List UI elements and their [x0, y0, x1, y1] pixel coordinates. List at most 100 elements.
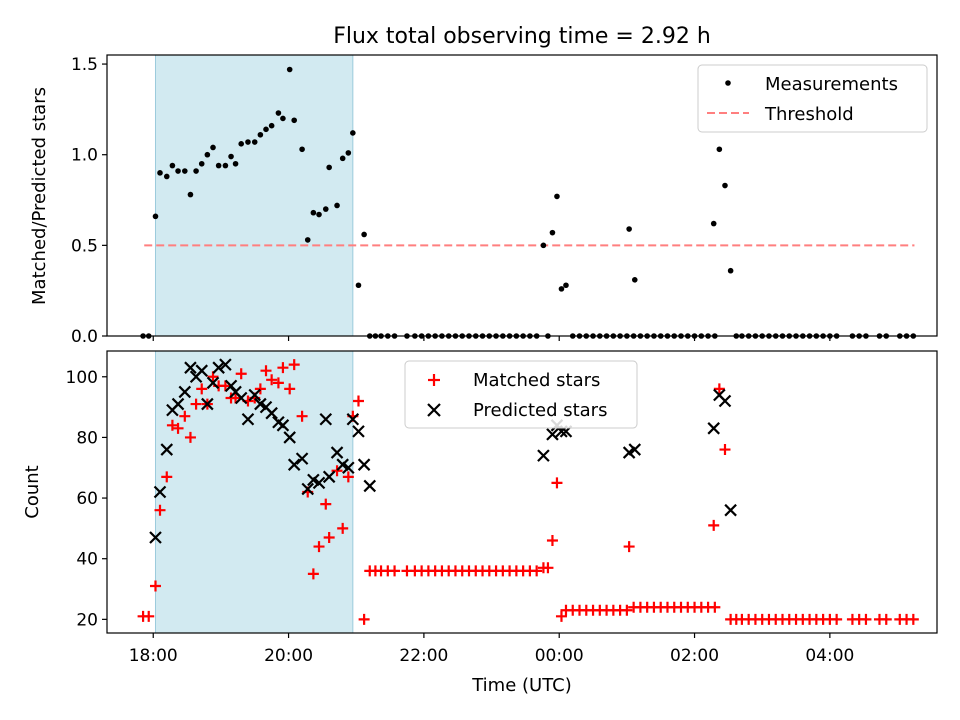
measurement-point [275, 110, 282, 116]
measurement-point [182, 168, 188, 174]
matched-star-point [831, 613, 843, 625]
matched-star-point [531, 565, 543, 577]
matched-star-point [266, 374, 278, 386]
top-legend-box [697, 64, 928, 133]
measurement-point [263, 126, 269, 133]
predicted-star-point [265, 406, 278, 420]
measurement-point [727, 267, 734, 274]
measurement-point [187, 191, 194, 198]
legend-matched-label: Matched stars [473, 370, 600, 391]
measurement-point [722, 182, 728, 189]
measurement-point [238, 141, 244, 147]
matched-star-point [313, 541, 325, 553]
measurement-point [350, 130, 356, 136]
measurement-point [563, 282, 569, 289]
bottom-y-tick-label: 60 [76, 489, 98, 509]
bottom-y-tick-label: 20 [76, 610, 98, 630]
matched-star-point [623, 541, 635, 553]
predicted-star-point [248, 388, 262, 402]
predicted-star-point [276, 419, 290, 432]
measurement-point [355, 282, 362, 289]
measurement-point [169, 162, 176, 169]
matched-star-point [284, 383, 296, 395]
predicted-star-point [724, 503, 737, 517]
bottom-y-axis-label: Count [22, 465, 43, 518]
measurement-point [175, 168, 181, 174]
predicted-star-point [301, 482, 315, 496]
matched-star-point [190, 398, 202, 410]
predicted-star-point [346, 412, 360, 426]
bottom-y-tick-label: 100 [66, 368, 98, 388]
measurement-point [193, 168, 199, 174]
predicted-star-point [206, 376, 220, 390]
matched-star-point [713, 383, 725, 395]
matched-star-point [551, 477, 563, 489]
matched-star-point [621, 604, 633, 616]
matched-star-point [358, 613, 370, 625]
bottom-y-tick-label: 40 [76, 550, 98, 570]
bottom-y-axis-ticks: 20 40 60 80 100 [66, 368, 107, 630]
matched-star-point [337, 522, 349, 534]
x-tick-label: 02:00 [670, 646, 719, 666]
matched-star-point [555, 610, 567, 622]
matched-star-point [352, 395, 364, 407]
measurement-point [251, 139, 258, 145]
bottom-plot-frame [106, 350, 938, 634]
measurement-point [210, 144, 216, 151]
measurement-point [626, 226, 632, 232]
matched-star-point [166, 419, 178, 431]
measurement-point [304, 237, 311, 243]
predicted-star-point [537, 449, 550, 462]
measurement-point [345, 150, 352, 156]
measurement-point [245, 139, 251, 145]
chart-title: Flux total observing time = 2.92 h [333, 24, 711, 49]
legend-threshold-label: Threshold [764, 104, 854, 125]
measurement-point [232, 160, 239, 167]
measurement-point [299, 146, 305, 153]
predicted-star-point [342, 461, 355, 475]
predicted-star-point [153, 485, 167, 499]
matched-star-point [219, 380, 231, 392]
measurement-point [204, 151, 211, 158]
matched-star-point [143, 610, 155, 622]
matched-star-point [196, 383, 208, 395]
top-y-tick-label: 0.5 [71, 236, 98, 256]
top-legend: Measurements Threshold [697, 64, 928, 133]
bottom-x-axis-ticks: 18:00 20:00 22:00 00:00 02:00 04:00 [129, 633, 854, 666]
matched-star-point [230, 392, 242, 404]
matched-star-point [149, 580, 161, 592]
measurement-point [339, 155, 346, 162]
matched-star-point [708, 519, 720, 531]
measurement-point [268, 122, 275, 129]
top-plot-frame [106, 54, 938, 337]
top-y-axis-label: Matched/Predicted stars [29, 87, 50, 305]
predicted-star-point [212, 361, 225, 374]
predicted-star-point [195, 364, 209, 377]
top-shaded-span [154, 54, 354, 337]
matched-star-point [320, 498, 332, 510]
measurement-point [710, 220, 717, 227]
predicted-star-point [322, 470, 336, 484]
predicted-star-point [184, 361, 197, 374]
predicted-star-point [718, 394, 732, 408]
matched-star-point [184, 431, 196, 443]
matched-star-point [288, 359, 300, 371]
matched-star-point [260, 365, 272, 377]
measurement-point [716, 146, 723, 153]
matched-star-point [709, 601, 721, 613]
measurement-point [326, 164, 332, 171]
predicted-star-point [287, 458, 301, 471]
matched-star-point [296, 410, 308, 422]
legend-measurements-marker [725, 80, 731, 86]
measurement-point [152, 213, 159, 220]
matched-star-point [161, 471, 173, 483]
predicted-star-point [149, 531, 162, 544]
matched-star-point [342, 471, 354, 483]
legend-measurements-label: Measurements [765, 74, 898, 95]
matched-star-point [860, 613, 872, 625]
measurement-point [631, 277, 638, 283]
legend-matched-marker [428, 374, 440, 386]
measurement-point [540, 242, 547, 249]
x-tick-label: 00:00 [535, 646, 584, 666]
